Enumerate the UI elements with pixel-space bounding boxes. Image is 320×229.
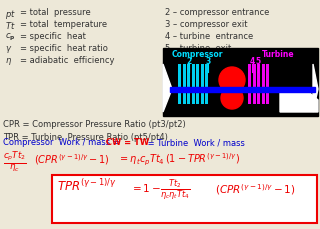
Text: $\eta$: $\eta$: [5, 56, 12, 67]
Text: = total  temperature: = total temperature: [20, 20, 107, 29]
Text: = specific  heat: = specific heat: [20, 32, 86, 41]
Text: Turbine: Turbine: [262, 50, 295, 59]
Bar: [52, 175, 317, 223]
Text: $= 1 -$: $= 1 -$: [130, 182, 161, 194]
Bar: [196, 64, 199, 104]
Circle shape: [221, 87, 243, 109]
Circle shape: [219, 67, 245, 93]
Bar: [257, 64, 260, 104]
Text: 2: 2: [186, 57, 192, 66]
Text: $TPR^{(\gamma-1)/\gamma}$: $TPR^{(\gamma-1)/\gamma}$: [57, 178, 117, 194]
Text: $\frac{Tt_2}{\eta_c \eta_t Tt_4}$: $\frac{Tt_2}{\eta_c \eta_t Tt_4}$: [160, 178, 190, 203]
Text: 3 – compressor exit: 3 – compressor exit: [165, 20, 247, 29]
Bar: [266, 64, 269, 104]
Bar: [182, 64, 186, 104]
Text: = specific  heat ratio: = specific heat ratio: [20, 44, 108, 53]
Polygon shape: [313, 64, 318, 112]
Text: CW = TW: CW = TW: [103, 138, 149, 147]
Text: Compressor  Work / mass =: Compressor Work / mass =: [3, 138, 120, 147]
Bar: [252, 64, 255, 104]
Bar: [201, 64, 204, 104]
Text: 5 – turbine  exit: 5 – turbine exit: [165, 44, 231, 53]
Bar: [187, 64, 190, 104]
Text: = Turbine  Work / mass: = Turbine Work / mass: [145, 138, 245, 147]
Text: $(CPR^{(\gamma-1)/\gamma} - 1)$: $(CPR^{(\gamma-1)/\gamma} - 1)$: [215, 182, 295, 197]
Polygon shape: [280, 89, 318, 112]
Text: $\frac{c_p Tt_2}{\eta_c}$: $\frac{c_p Tt_2}{\eta_c}$: [3, 150, 27, 175]
Text: = adiabatic  efficiency: = adiabatic efficiency: [20, 56, 115, 65]
Text: $Tt$: $Tt$: [5, 20, 16, 31]
Bar: [248, 64, 251, 104]
Bar: [170, 87, 315, 92]
Text: $c_{\bf p}$: $c_{\bf p}$: [5, 32, 16, 43]
Text: $pt$: $pt$: [5, 8, 16, 21]
Text: 2 – compressor entrance: 2 – compressor entrance: [165, 8, 269, 17]
Text: Compressor: Compressor: [172, 50, 223, 59]
Text: 4: 4: [249, 57, 255, 66]
Text: $\gamma$: $\gamma$: [5, 44, 12, 55]
Text: 5: 5: [255, 57, 260, 66]
Text: $(CPR^{(\gamma-1)/\gamma} - 1)$: $(CPR^{(\gamma-1)/\gamma} - 1)$: [34, 152, 110, 167]
Bar: [205, 64, 208, 104]
Bar: [191, 64, 195, 104]
Bar: [261, 64, 265, 104]
Bar: [163, 48, 318, 116]
Text: 3: 3: [205, 57, 211, 66]
Text: CPR = Compressor Pressure Ratio (pt3/pt2): CPR = Compressor Pressure Ratio (pt3/pt2…: [3, 120, 186, 129]
Text: $= \eta_t c_p Tt_4\,(1 - TPR^{(\gamma-1)/\gamma})$: $= \eta_t c_p Tt_4\,(1 - TPR^{(\gamma-1)…: [118, 152, 240, 168]
Text: = total  pressure: = total pressure: [20, 8, 91, 17]
Text: TPR = Turbine  Pressure Ratio (pt5/pt4): TPR = Turbine Pressure Ratio (pt5/pt4): [3, 133, 168, 142]
Bar: [178, 64, 181, 104]
Text: 4 – turbine  entrance: 4 – turbine entrance: [165, 32, 253, 41]
Polygon shape: [163, 64, 172, 112]
